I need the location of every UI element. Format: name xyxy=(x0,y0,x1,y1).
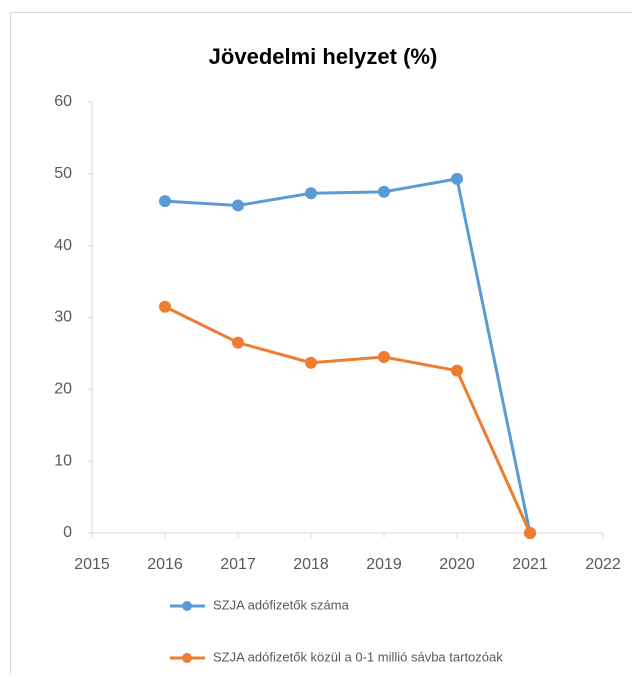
data-point xyxy=(305,187,317,199)
data-point xyxy=(232,337,244,349)
y-tick-label: 60 xyxy=(54,93,72,110)
y-tick-label: 50 xyxy=(54,165,72,182)
data-point xyxy=(159,301,171,313)
data-point xyxy=(378,351,390,363)
series-line xyxy=(165,307,530,533)
y-tick-label: 30 xyxy=(54,309,72,326)
x-tick-label: 2016 xyxy=(147,556,183,573)
chart-border xyxy=(11,13,632,675)
chart-title: Jövedelmi helyzet (%) xyxy=(209,44,438,69)
legend-label: SZJA adófizetők száma xyxy=(213,597,350,612)
data-point xyxy=(159,195,171,207)
data-point xyxy=(305,357,317,369)
x-tick-label: 2015 xyxy=(74,556,110,573)
data-point xyxy=(524,527,536,539)
data-point xyxy=(232,199,244,211)
y-tick-label: 0 xyxy=(63,524,72,541)
x-tick-label: 2018 xyxy=(293,556,329,573)
x-tick-label: 2022 xyxy=(585,556,621,573)
legend-marker xyxy=(182,601,192,611)
series-line xyxy=(165,179,530,533)
legend-label: SZJA adófizetők közül a 0-1 millió sávba… xyxy=(213,649,503,664)
data-point xyxy=(378,186,390,198)
data-point xyxy=(451,365,463,377)
x-tick-label: 2021 xyxy=(512,556,548,573)
legend-marker xyxy=(182,653,192,663)
x-tick-label: 2017 xyxy=(220,556,256,573)
data-point xyxy=(451,173,463,185)
x-tick-label: 2019 xyxy=(366,556,402,573)
x-tick-label: 2020 xyxy=(439,556,475,573)
y-tick-label: 20 xyxy=(54,381,72,398)
y-tick-label: 10 xyxy=(54,452,72,469)
y-tick-label: 40 xyxy=(54,237,72,254)
